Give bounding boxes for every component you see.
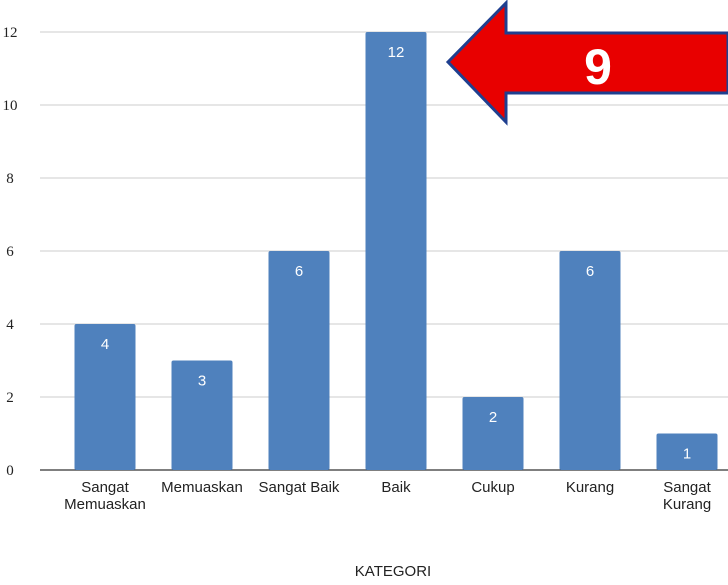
data-label: 6 [586, 263, 594, 280]
y-tick-label: 8 [6, 171, 14, 187]
y-tick-label: 2 [6, 390, 14, 406]
bar [559, 251, 621, 470]
y-tick-label: 4 [6, 317, 14, 333]
y-tick-label: 0 [6, 463, 14, 479]
y-tick-label: 6 [6, 244, 14, 260]
y-axis-ticks: 0 2 4 6 8 10 12 [3, 25, 18, 479]
x-axis-categories: Sangat Memuaskan Memuaskan Sangat Baik Baik C… [64, 479, 711, 513]
category-label: Memuaskan [161, 479, 243, 496]
annotation-arrow: 9 [445, 0, 728, 126]
y-tick-label: 12 [3, 25, 18, 41]
bars: 4 3 6 12 2 6 1 [74, 32, 718, 470]
data-label: 3 [198, 373, 206, 390]
annotation-number: 9 [584, 39, 612, 95]
red-arrow-shape [445, 0, 728, 126]
data-label: 2 [489, 409, 497, 426]
data-label: 12 [388, 44, 405, 61]
category-label: Sangat Kurang [663, 479, 712, 513]
category-label: Cukup [471, 479, 514, 496]
x-axis-label: KATEGORI [355, 563, 431, 580]
bar [656, 433, 718, 470]
category-label: Baik [381, 479, 411, 496]
data-label: 4 [101, 336, 109, 353]
data-label: 6 [295, 263, 303, 280]
bar [462, 397, 524, 470]
bar [268, 251, 330, 470]
category-label: Sangat Memuaskan [64, 479, 146, 513]
category-label: Sangat Baik [259, 479, 340, 496]
category-label: Kurang [566, 479, 614, 496]
bar [74, 324, 136, 470]
data-label: 1 [683, 446, 691, 463]
bar [365, 32, 427, 470]
y-tick-label: 10 [3, 98, 18, 114]
bar [171, 360, 233, 470]
